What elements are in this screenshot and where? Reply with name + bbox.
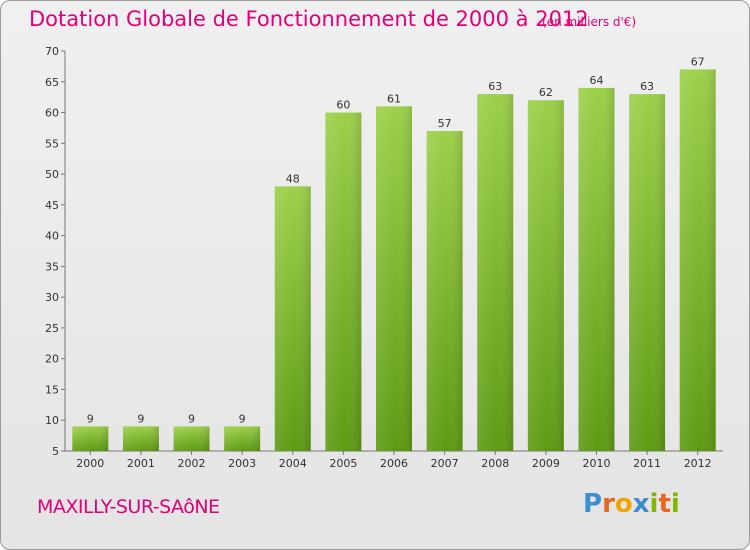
x-tick-label-2002: 2002 (178, 457, 206, 470)
y-tick-label: 20 (45, 353, 59, 366)
bar-series (72, 69, 716, 452)
y-tick-label: 30 (45, 291, 59, 304)
logo-letter: o (614, 489, 633, 519)
y-tick-label: 10 (45, 414, 59, 427)
bar-shade-2006 (376, 106, 412, 451)
x-tick-label-2007: 2007 (431, 457, 459, 470)
value-label-2003: 9 (239, 412, 246, 425)
chart-title: Dotation Globale de Fonctionnement de 20… (29, 7, 589, 31)
y-tick-label: 50 (45, 168, 59, 181)
x-tick-label-2010: 2010 (582, 457, 610, 470)
y-tick-label: 70 (45, 45, 59, 58)
value-label-2006: 61 (387, 92, 401, 105)
x-tick-label-2006: 2006 (380, 457, 408, 470)
x-tick-label-2004: 2004 (279, 457, 307, 470)
x-tick-label-2000: 2000 (76, 457, 104, 470)
x-tick-label-2005: 2005 (329, 457, 357, 470)
value-label-2010: 64 (589, 74, 603, 87)
x-axis-ticks: 2000 2001 2002 2003 2004 2005 2006 2007 2008 2009… (76, 451, 712, 470)
value-label-2004: 48 (286, 172, 300, 185)
value-label-2008: 63 (488, 80, 502, 93)
bar-shade-2002 (173, 426, 210, 451)
logo-letter: t (658, 489, 671, 519)
y-tick-label: 40 (45, 230, 59, 243)
logo-letter: i (649, 489, 659, 519)
y-tick-label: 15 (45, 383, 59, 396)
logo-letter: x (632, 489, 650, 519)
bar-shade-2000 (72, 426, 109, 451)
x-tick-label-2001: 2001 (127, 457, 155, 470)
chart-subtitle: (en milliers d'€) (542, 15, 637, 29)
bar-shade-2011 (629, 94, 666, 452)
logo-letter: r (602, 489, 615, 519)
y-tick-label: 55 (45, 137, 59, 150)
x-tick-label-2008: 2008 (481, 457, 509, 470)
bar-shade-2009 (527, 100, 564, 451)
y-tick-label: 45 (45, 199, 59, 212)
y-tick-label: 25 (45, 322, 59, 335)
logo-letter: i (670, 489, 680, 519)
bar-shade-2003 (224, 426, 261, 451)
y-axis-ticks: 5 10 15 20 25 30 35 40 45 50 55 60 65 70 (45, 45, 65, 458)
x-tick-label-2011: 2011 (633, 457, 661, 470)
value-label-2012: 67 (691, 55, 705, 68)
proxiti-logo: Proxiti (583, 489, 680, 519)
y-tick-label: 35 (45, 260, 59, 273)
value-label-2001: 9 (137, 412, 144, 425)
value-label-2005: 60 (336, 99, 350, 112)
bar-shade-2012 (679, 69, 716, 451)
bar-shade-2005 (325, 112, 362, 452)
y-tick-label: 5 (52, 445, 59, 458)
bar-shade-2001 (122, 426, 159, 451)
y-tick-label: 60 (45, 107, 59, 120)
logo-letter: P (583, 489, 603, 519)
value-label-2009: 62 (539, 86, 553, 99)
value-label-2002: 9 (188, 412, 195, 425)
bar-shade-2004 (274, 186, 311, 451)
x-tick-label-2009: 2009 (532, 457, 560, 470)
bar-shade-2010 (578, 87, 615, 451)
x-tick-label-2003: 2003 (228, 457, 256, 470)
value-label-2000: 9 (87, 412, 94, 425)
value-label-2007: 57 (438, 117, 452, 130)
commune-name: MAXILLY-SUR-SAôNE (37, 496, 220, 518)
value-labels: 9 9 9 9 48 60 61 57 63 62 64 63 67 (87, 55, 705, 425)
bar-shade-2008 (477, 94, 514, 452)
bar-shade-2007 (426, 131, 463, 451)
y-tick-label: 65 (45, 76, 59, 89)
x-tick-label-2012: 2012 (684, 457, 712, 470)
value-label-2011: 63 (640, 80, 654, 93)
